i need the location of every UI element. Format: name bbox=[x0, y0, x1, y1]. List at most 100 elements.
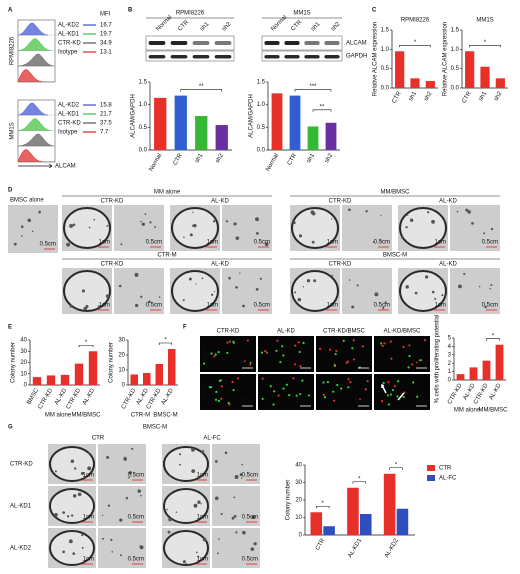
cell bbox=[483, 232, 486, 235]
micrograph bbox=[222, 205, 272, 251]
cell bbox=[307, 394, 311, 397]
cell bbox=[54, 470, 57, 473]
cell bbox=[239, 272, 241, 274]
cell bbox=[484, 305, 487, 309]
group-title: MM/BMSC bbox=[381, 190, 411, 196]
row-label: Day 0 bbox=[203, 346, 209, 362]
cell bbox=[209, 386, 213, 389]
cell bbox=[490, 284, 493, 287]
cell bbox=[277, 394, 280, 397]
culture-dish bbox=[163, 488, 209, 524]
y-axis-label: Colony number bbox=[109, 342, 115, 383]
cell-line-label: RPMI8226 bbox=[176, 11, 205, 17]
mfi-value: 15.8 bbox=[100, 103, 112, 109]
cell bbox=[241, 463, 244, 466]
cell bbox=[233, 514, 237, 518]
scale-label: 0.5cm bbox=[146, 240, 162, 246]
cell bbox=[231, 516, 235, 520]
cell bbox=[253, 542, 257, 546]
cell bbox=[261, 377, 264, 380]
cell bbox=[232, 388, 235, 392]
y-tick-label: 1.5 bbox=[451, 28, 460, 34]
cell bbox=[259, 277, 262, 280]
cell bbox=[471, 221, 474, 225]
cell bbox=[281, 345, 284, 348]
cell bbox=[227, 401, 230, 405]
cell bbox=[235, 236, 240, 240]
cell bbox=[195, 283, 197, 285]
cell bbox=[243, 359, 246, 363]
cell bbox=[249, 363, 252, 366]
cell bbox=[118, 284, 122, 288]
cell bbox=[265, 351, 269, 354]
y-tick-label: 0.5 bbox=[257, 125, 266, 131]
cell bbox=[144, 213, 147, 216]
group-title: AL-FC bbox=[203, 436, 221, 442]
cell bbox=[349, 380, 352, 384]
cell bbox=[298, 350, 301, 354]
cell bbox=[352, 339, 355, 342]
cell bbox=[233, 222, 237, 226]
bar bbox=[480, 66, 490, 88]
cell bbox=[217, 399, 221, 402]
y-tick-label: 4 bbox=[448, 344, 452, 350]
scale-label: 50um bbox=[239, 361, 254, 367]
mfi-value: 16.7 bbox=[100, 23, 112, 29]
group-title: CTR-M bbox=[157, 253, 176, 259]
column-header: MFI bbox=[100, 12, 111, 18]
y-tick-label: 10 bbox=[20, 371, 27, 377]
cell bbox=[220, 512, 223, 516]
band-label: ALCAM bbox=[346, 41, 367, 47]
cell bbox=[412, 381, 415, 384]
image-label: CTR-KD bbox=[101, 199, 124, 205]
cell bbox=[54, 513, 58, 517]
bar bbox=[143, 373, 151, 385]
cell bbox=[235, 285, 238, 289]
cell bbox=[299, 364, 302, 368]
cell bbox=[179, 463, 181, 466]
cell bbox=[183, 236, 185, 239]
scale-label: 0.5cm bbox=[254, 240, 270, 246]
mfi-value: 13.1 bbox=[100, 50, 112, 56]
cell bbox=[251, 515, 256, 520]
y-tick-label: 1.0 bbox=[257, 102, 266, 108]
legend-label: AL-KD1 bbox=[58, 32, 80, 38]
group-label: MM alone bbox=[45, 413, 72, 419]
blot-band bbox=[304, 41, 320, 45]
cell bbox=[239, 473, 243, 477]
cell bbox=[431, 290, 435, 294]
cell bbox=[201, 277, 204, 280]
bar bbox=[395, 51, 405, 88]
significance-label: * bbox=[492, 333, 495, 339]
cell bbox=[333, 399, 336, 402]
cell bbox=[242, 304, 245, 308]
blot-frame bbox=[261, 35, 343, 51]
cell bbox=[236, 377, 240, 380]
cell bbox=[264, 350, 267, 353]
cell bbox=[105, 294, 110, 298]
cell bbox=[255, 287, 259, 291]
scale-label: 50um bbox=[413, 399, 428, 405]
bar bbox=[154, 97, 167, 150]
cell bbox=[424, 275, 429, 279]
x-tick-label: sh2 bbox=[215, 152, 225, 164]
cell bbox=[66, 515, 70, 518]
legend-swatch bbox=[427, 465, 435, 471]
cell bbox=[125, 496, 129, 500]
image-label: CTR-KD bbox=[101, 262, 124, 268]
mfi-value: 37.5 bbox=[100, 121, 112, 127]
cell bbox=[193, 223, 197, 228]
cell bbox=[226, 341, 229, 344]
scale-label: 0.5cm bbox=[40, 242, 56, 248]
cell bbox=[62, 550, 65, 554]
x-tick-label: CTR-KD bbox=[38, 387, 55, 410]
cell bbox=[403, 391, 406, 394]
lane-label: Normal bbox=[270, 15, 288, 33]
x-tick-label: sh2 bbox=[324, 152, 334, 164]
histogram-frame bbox=[17, 19, 56, 83]
cell bbox=[185, 562, 187, 565]
significance-label: * bbox=[414, 40, 417, 46]
scale-label: 50um bbox=[239, 399, 254, 405]
cell bbox=[414, 291, 418, 295]
x-tick-label: AL-KD bbox=[54, 387, 68, 406]
